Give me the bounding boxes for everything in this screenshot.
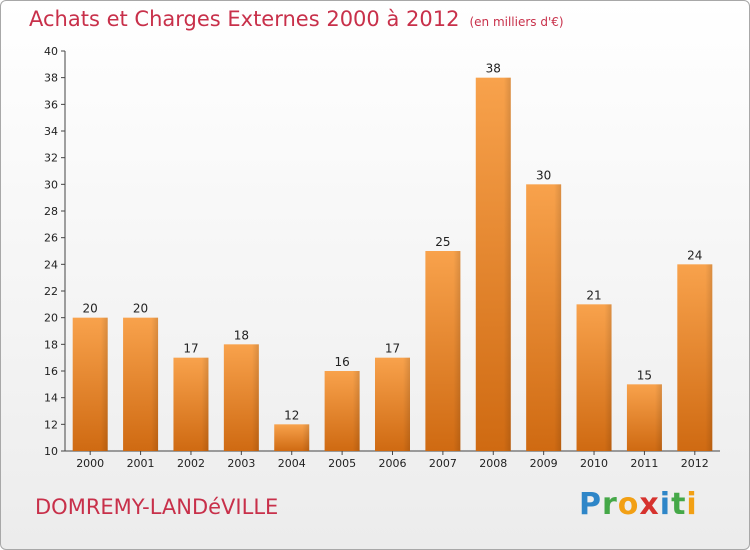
bar-shade-2006: [375, 357, 410, 451]
bar-shade-2010: [576, 304, 612, 451]
axes: 10 12 14 16 18 20 22 24 26 28 30 32 34 36 38 40 2000 2001…: [44, 45, 720, 470]
data-label-2000: 20: [83, 302, 98, 316]
x-tick-label-2008: 2008: [479, 457, 507, 470]
data-label-2003: 18: [234, 328, 249, 342]
data-label-2009: 30: [536, 168, 551, 182]
x-tick-label-2012: 2012: [681, 457, 709, 470]
y-tick-label: 10: [44, 445, 58, 458]
logo-letter: i: [659, 487, 672, 522]
x-tick-label-2010: 2010: [580, 457, 608, 470]
bar-shade-2009: [526, 184, 562, 452]
bar-shade-2012: [677, 264, 713, 451]
x-tick-label-2004: 2004: [278, 457, 306, 470]
y-tick-label: 24: [44, 258, 58, 271]
data-label-2001: 20: [133, 302, 148, 316]
y-tick-label: 26: [44, 232, 58, 245]
y-tick-label: 36: [44, 98, 58, 111]
y-tick-label: 14: [44, 392, 58, 405]
x-tick-label-2011: 2011: [630, 457, 658, 470]
logo-letter: x: [639, 487, 660, 522]
x-tick-label-2005: 2005: [328, 457, 356, 470]
bar-shade-2003: [223, 344, 259, 451]
y-tick-label: 38: [44, 72, 58, 85]
bar-shade-2000: [72, 317, 108, 451]
proxiti-logo: Proxiti: [579, 487, 698, 522]
y-tick-label: 28: [44, 205, 58, 218]
bars: 20 20 17 18 12 16 17 25 38 30 21 15 24: [72, 62, 713, 452]
bar-shade-2005: [324, 371, 360, 451]
commune-name: DOMREMY-LANDéVILLE: [35, 495, 279, 519]
data-label-2002: 17: [183, 342, 198, 356]
bar-shade-2007: [425, 251, 461, 451]
x-tick-label-2003: 2003: [227, 457, 255, 470]
bar-shade-2004: [274, 424, 310, 451]
y-tick-label: 16: [44, 365, 58, 378]
y-tick-label: 18: [44, 338, 58, 351]
x-tick-label-2002: 2002: [177, 457, 205, 470]
bar-shade-2002: [173, 357, 209, 451]
logo-letter: t: [671, 487, 687, 522]
y-tick-label: 32: [44, 152, 58, 165]
logo-letter: P: [579, 487, 602, 522]
data-label-2006: 17: [385, 342, 400, 356]
data-label-2008: 38: [486, 62, 501, 76]
bar-shade-2001: [123, 317, 159, 451]
chart-subtitle: (en milliers d'€): [469, 15, 564, 29]
y-tick-label: 40: [44, 45, 58, 58]
y-tick-label: 20: [44, 312, 58, 325]
x-tick-label-2001: 2001: [127, 457, 155, 470]
logo-letter: o: [617, 487, 640, 522]
data-label-2005: 16: [334, 355, 349, 369]
x-tick-label-2009: 2009: [530, 457, 558, 470]
y-tick-label: 34: [44, 125, 58, 138]
logo-letter: i: [686, 487, 698, 522]
bar-shade-2008: [475, 77, 511, 452]
x-tick-label-2006: 2006: [379, 457, 407, 470]
x-tick-label-2000: 2000: [76, 457, 104, 470]
chart-title-text: Achats et Charges Externes 2000 à 2012: [29, 7, 460, 31]
data-label-2011: 15: [637, 368, 652, 382]
data-label-2004: 12: [284, 408, 299, 422]
bar-shade-2011: [626, 384, 662, 451]
y-tick-label: 22: [44, 285, 58, 298]
y-tick-label: 30: [44, 178, 58, 191]
logo-letter: r: [602, 487, 618, 522]
data-label-2010: 21: [586, 288, 601, 302]
data-label-2007: 25: [435, 235, 450, 249]
y-tick-label: 12: [44, 418, 58, 431]
data-label-2012: 24: [687, 248, 702, 262]
chart-title: Achats et Charges Externes 2000 à 2012 (e…: [29, 7, 564, 31]
x-tick-label-2007: 2007: [429, 457, 457, 470]
